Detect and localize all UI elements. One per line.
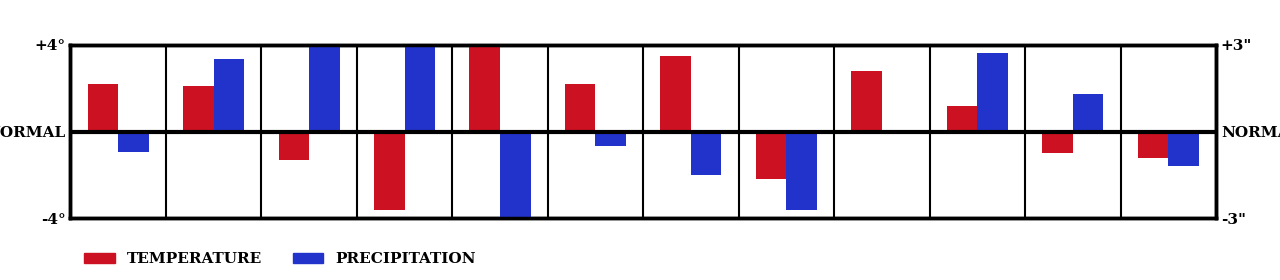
Bar — [1042, 132, 1073, 153]
Bar — [374, 132, 404, 210]
Bar — [404, 16, 435, 132]
Bar — [308, 16, 339, 132]
Bar — [660, 56, 691, 132]
Bar — [87, 84, 118, 132]
Bar — [183, 86, 214, 132]
Bar — [978, 53, 1007, 132]
Bar — [1073, 94, 1103, 132]
Bar — [595, 132, 626, 146]
Bar — [470, 45, 500, 132]
Legend: TEMPERATURE, PRECIPITATION: TEMPERATURE, PRECIPITATION — [78, 246, 483, 272]
Bar — [786, 132, 817, 210]
Bar — [118, 132, 148, 152]
Bar — [691, 132, 722, 175]
Bar — [851, 71, 882, 132]
Bar — [500, 132, 530, 227]
Bar — [947, 106, 978, 132]
Bar — [564, 84, 595, 132]
Bar — [1138, 132, 1169, 158]
Bar — [1169, 132, 1199, 166]
Bar — [756, 132, 786, 179]
Bar — [279, 132, 308, 160]
Bar — [214, 59, 244, 132]
